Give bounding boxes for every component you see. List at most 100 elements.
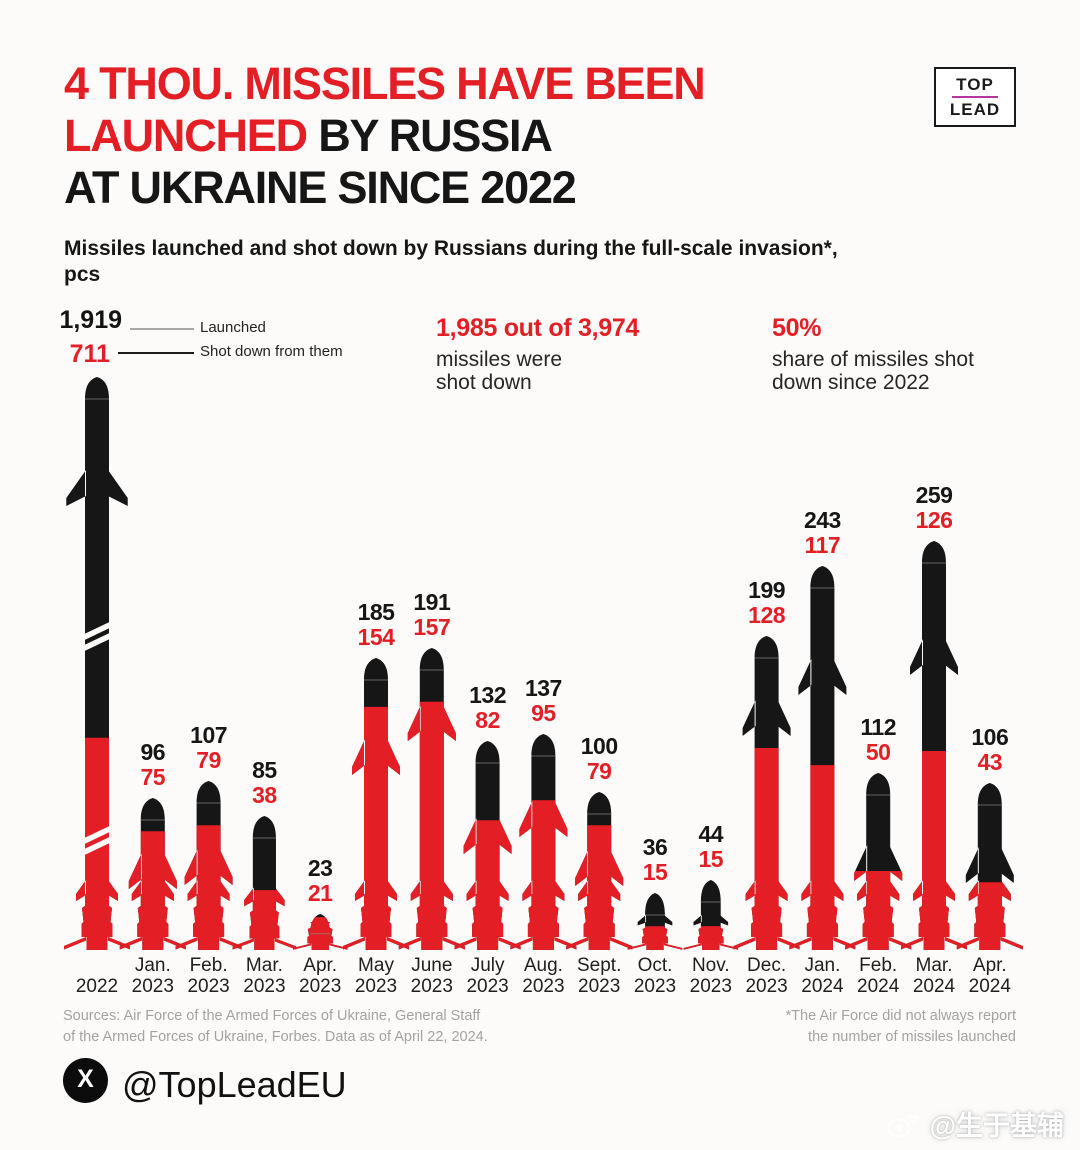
x-axis-label-month: July — [471, 955, 505, 976]
x-axis-label-month: Jan. — [804, 955, 840, 976]
logo-top-text: TOP — [956, 75, 994, 94]
weibo-icon — [886, 1114, 919, 1138]
subtitle-line1: Missiles launched and shot down by Russi… — [64, 237, 838, 260]
x-axis-label-month: Apr. — [303, 955, 337, 976]
title-line2-black: BY RUSSIA — [306, 110, 553, 161]
value-shot-down: 21 — [308, 880, 333, 906]
x-axis-label-year: 2023 — [522, 976, 564, 997]
x-axis-label-month: Sept. — [577, 955, 621, 976]
missile-bar — [789, 566, 856, 950]
missile-bar — [845, 773, 912, 950]
value-shot-down: 38 — [252, 782, 277, 808]
title-line1: 4 THOU. MISSILES HAVE BEEN — [64, 58, 706, 109]
missile-bar — [343, 658, 409, 950]
logo-divider — [952, 96, 998, 98]
value-launched: 191 — [413, 589, 451, 615]
legend-launched-label: Launched — [200, 319, 266, 336]
weibo-watermark: @生于基辅 — [886, 1104, 1064, 1143]
x-axis-label-year: 2023 — [745, 976, 787, 997]
value-shot-down: 50 — [866, 739, 891, 765]
legend-shotdown-label: Shot down from them — [200, 343, 343, 360]
axis-break-marker — [74, 618, 120, 655]
missile-bar — [683, 880, 739, 950]
missile-bar — [956, 783, 1023, 950]
missile-bar — [627, 893, 683, 950]
stat1-highlight: 1,985 out of 3,974 — [436, 314, 640, 342]
social-handle: @TopLeadEU — [122, 1064, 347, 1105]
x-axis-label-year: 2024 — [801, 976, 844, 997]
value-shot-down: 126 — [916, 507, 953, 533]
missile-bar — [232, 816, 297, 950]
missile-bar — [733, 636, 800, 950]
x-axis-label-month: Feb. — [859, 955, 897, 976]
missile-bar — [175, 781, 242, 950]
asterisk-footnote: *The Air Force did not always report the… — [786, 1006, 1017, 1048]
value-launched: 36 — [643, 834, 668, 860]
value-shot-down: 75 — [141, 764, 166, 790]
x-axis-label-month: Jan. — [135, 955, 171, 976]
value-launched: 243 — [804, 507, 841, 533]
value-launched: 44 — [699, 821, 724, 847]
value-launched: 132 — [469, 682, 506, 708]
x-axis-label: 2022 — [76, 976, 118, 997]
x-axis-label-year: 2024 — [969, 976, 1012, 997]
value-launched: 23 — [308, 855, 333, 881]
x-axis-label-year: 2023 — [466, 976, 508, 997]
value-shot-down: 128 — [748, 602, 786, 628]
sources-line1: Sources: Air Force of the Armed Forces o… — [63, 1008, 481, 1024]
x-axis-label-month: May — [358, 955, 394, 976]
missile-bar — [454, 741, 521, 950]
stat2-highlight: 50% — [772, 314, 822, 342]
x-axis-label-year: 2023 — [132, 976, 174, 997]
value-shot-down: 43 — [978, 749, 1003, 775]
x-axis-label-month: Dec. — [747, 955, 786, 976]
x-axis-label-month: Apr. — [973, 955, 1007, 976]
value-launched: 137 — [525, 675, 562, 701]
legend-shotdown-connector — [118, 352, 194, 354]
x-axis-label-year: 2023 — [578, 976, 620, 997]
x-axis-label-year: 2024 — [857, 976, 900, 997]
stat2-line1: share of missiles shot — [772, 348, 974, 371]
x-axis-label-year: 2023 — [355, 976, 397, 997]
value-launched: 96 — [141, 739, 166, 765]
watermark-text: @生于基辅 — [929, 1111, 1064, 1141]
missile-bar — [64, 377, 130, 950]
x-axis-label-month: Oct. — [638, 955, 673, 976]
value-shot-down: 117 — [805, 532, 841, 558]
value-launched: 112 — [860, 714, 896, 740]
missile-bar — [510, 734, 577, 950]
missile-bar — [292, 914, 348, 950]
value-shot-down: 15 — [643, 859, 668, 885]
value-launched: 259 — [916, 482, 953, 508]
logo-lead-text: LEAD — [949, 100, 1001, 119]
value-shot-down: 154 — [358, 624, 396, 650]
stat2-line2: down since 2022 — [772, 371, 930, 394]
missile-bar — [566, 792, 633, 950]
stat-shot-down-total: 1,985 out of 3,974 missiles were shot do… — [436, 314, 736, 394]
x-axis-label-month: June — [411, 955, 452, 976]
chart-subtitle: Missiles launched and shot down by Russi… — [64, 236, 1014, 288]
sources-note: Sources: Air Force of the Armed Forces o… — [63, 1006, 488, 1048]
legend-shotdown-value: 711 — [69, 340, 110, 368]
stat1-line1: missiles were — [436, 348, 563, 371]
toplead-logo: TOP LEAD — [934, 67, 1016, 127]
x-axis-label-month: Mar. — [916, 955, 953, 976]
subtitle-line2: pcs — [64, 263, 101, 286]
value-launched: 199 — [748, 577, 785, 603]
x-axis-label-year: 2023 — [187, 976, 229, 997]
value-shot-down: 15 — [699, 846, 724, 872]
value-shot-down: 95 — [531, 700, 556, 726]
x-axis-label-year: 2023 — [299, 976, 341, 997]
value-launched: 100 — [581, 733, 618, 759]
x-axis-label-month: Nov. — [692, 955, 730, 976]
footnote-line2: the number of missiles launched — [808, 1029, 1016, 1045]
page-title: 4 THOU. MISSILES HAVE BEEN LAUNCHED BY R… — [64, 58, 944, 214]
x-axis-label-year: 2024 — [913, 976, 956, 997]
x-twitter-icon: X — [63, 1058, 108, 1103]
missile-bar — [119, 798, 186, 950]
x-axis-label-year: 2023 — [690, 976, 732, 997]
axis-break-marker — [74, 822, 120, 859]
footnote-line1: *The Air Force did not always report — [785, 1008, 1017, 1024]
